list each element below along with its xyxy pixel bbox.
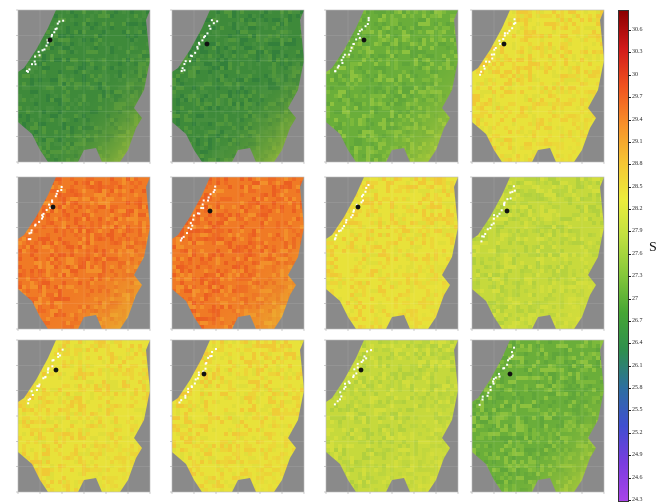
colorbar-tick-label: 30.6 [632,27,643,33]
colorbar-tick-mark [628,500,631,501]
salinity-map [8,8,153,168]
colorbar-tick-label: 24.9 [632,452,643,458]
colorbar-tick-label: 28.5 [632,184,643,190]
station-marker [54,368,59,373]
map-panel [462,175,607,335]
map-panel [162,175,307,335]
salinity-map [316,8,461,168]
colorbar-tick-mark [628,321,631,322]
colorbar-tick-label: 26.7 [632,318,643,324]
colorbar-tick-label: 24.6 [632,475,643,481]
colorbar-tick-mark [628,164,631,165]
colorbar-tick-mark [628,30,631,31]
station-marker [508,372,513,377]
colorbar-tick-label: 29.1 [632,139,643,145]
map-panel-grid [0,0,612,502]
station-marker [359,368,364,373]
colorbar-tick-mark [628,231,631,232]
map-panel [8,8,153,168]
station-marker [51,205,56,210]
station-marker [205,42,210,47]
salinity-map [316,338,461,498]
colorbar-tick-label: 24.3 [632,497,643,503]
colorbar-tick-label: 30 [632,72,638,78]
map-panel [8,175,153,335]
colorbar-tick-mark [628,388,631,389]
salinity-map [8,175,153,335]
map-panel [162,338,307,498]
station-marker [202,372,207,377]
colorbar-tick-mark [628,75,631,76]
map-panel [316,175,461,335]
station-marker [505,209,510,214]
salinity-map [462,175,607,335]
colorbar-tick-mark [628,366,631,367]
colorbar-tick-label: 25.2 [632,430,643,436]
colorbar-tick-mark [628,433,631,434]
map-panel [316,8,461,168]
colorbar-tick-label: 27.9 [632,228,643,234]
colorbar-tick-mark [628,410,631,411]
colorbar-tick-label: 27 [632,296,638,302]
colorbar-tick-mark [628,209,631,210]
salinity-map [162,8,307,168]
colorbar-tick-label: 27.3 [632,273,643,279]
colorbar-tick-mark [628,142,631,143]
salinity-map [462,338,607,498]
colorbar-tick-mark [628,97,631,98]
colorbar-label: S [649,240,657,256]
station-marker [208,209,213,214]
colorbar-tick-mark [628,187,631,188]
colorbar-tick-label: 28.2 [632,206,643,212]
colorbar-tick-mark [628,120,631,121]
colorbar-tick-label: 27.6 [632,251,643,257]
station-marker [356,205,361,210]
colorbar-tick-mark [628,478,631,479]
colorbar-tick-label: 28.8 [632,161,643,167]
station-marker [362,38,367,43]
salinity-map [162,175,307,335]
colorbar-tick-mark [628,299,631,300]
colorbar-tick-mark [628,276,631,277]
salinity-map [462,8,607,168]
colorbar-tick-mark [628,254,631,255]
station-marker [502,42,507,47]
colorbar-tick-label: 25.8 [632,385,643,391]
colorbar-tick-label: 29.7 [632,94,643,100]
colorbar-tick-label: 26.4 [632,340,643,346]
colorbar-tick-label: 30.3 [632,49,643,55]
salinity-map [8,338,153,498]
colorbar-tick-mark [628,455,631,456]
map-panel [162,8,307,168]
salinity-map [162,338,307,498]
map-panel [462,8,607,168]
salinity-map [316,175,461,335]
colorbar-tick-mark [628,52,631,53]
map-panel [8,338,153,498]
colorbar-tick-label: 29.4 [632,117,643,123]
map-panel [462,338,607,498]
colorbar-tick-label: 25.5 [632,407,643,413]
colorbar-tick-mark [628,343,631,344]
colorbar-tick-label: 26.1 [632,363,643,369]
station-marker [48,38,53,43]
colorbar [618,10,629,502]
map-panel [316,338,461,498]
